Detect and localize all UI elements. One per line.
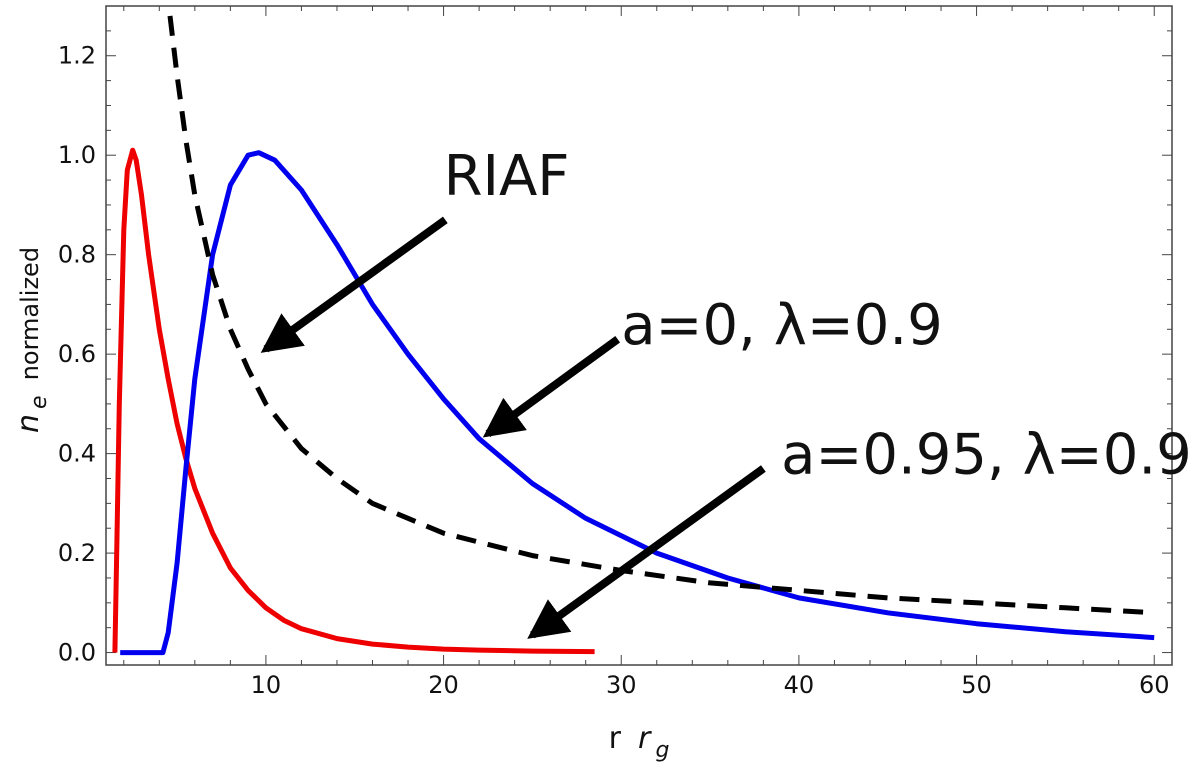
series-line-1 <box>112 147 595 655</box>
y-tick-label: 0.2 <box>58 539 96 567</box>
annotation-arrow-3 <box>527 465 766 639</box>
series-group <box>112 15 1155 656</box>
series-line-2 <box>120 150 1155 656</box>
x-tick-label: 60 <box>1139 671 1170 699</box>
annotation-arrow-2 <box>482 335 621 438</box>
x-axis-label-subscript: g <box>655 738 669 763</box>
y-tick-label: 0.8 <box>58 241 96 269</box>
x-tick-label: 10 <box>251 671 282 699</box>
y-axis-label-subscript: e <box>27 395 52 409</box>
x-axis-label-main: r <box>609 721 622 756</box>
series-line-3 <box>167 15 1155 616</box>
annotation-label-1: RIAF <box>444 144 570 209</box>
y-axis-label: n e normalized <box>11 247 52 433</box>
y-tick-label: 1.0 <box>58 141 96 169</box>
y-axis-label-rest: normalized <box>16 247 44 380</box>
y-tick-label: 0.0 <box>58 639 96 667</box>
annotation-label-3: a=0.95, λ=0.9 <box>781 423 1192 488</box>
x-tick-label: 50 <box>961 671 992 699</box>
annotations-group: RIAF a=0, λ=0.9 a=0.95, λ=0.9 <box>260 144 1192 639</box>
y-tick-label: 1.2 <box>58 42 96 70</box>
x-tick-label: 40 <box>784 671 815 699</box>
x-tick-label: 30 <box>606 671 637 699</box>
plot-frame <box>105 5 1173 666</box>
y-axis-label-main: n <box>11 414 46 433</box>
x-axis-label-sub: r <box>638 721 652 756</box>
y-tick-label: 0.6 <box>58 340 96 368</box>
x-axis-label: r r g <box>609 721 670 763</box>
annotation-arrow-1 <box>260 216 448 353</box>
axis-ticks: 10 20 30 40 50 60 0.0 0.2 0.4 0.6 0.8 1.0 1.2 <box>58 5 1172 699</box>
annotation-label-2: a=0, λ=0.9 <box>621 293 943 358</box>
x-tick-label: 20 <box>428 671 459 699</box>
y-tick-label: 0.4 <box>58 440 96 468</box>
